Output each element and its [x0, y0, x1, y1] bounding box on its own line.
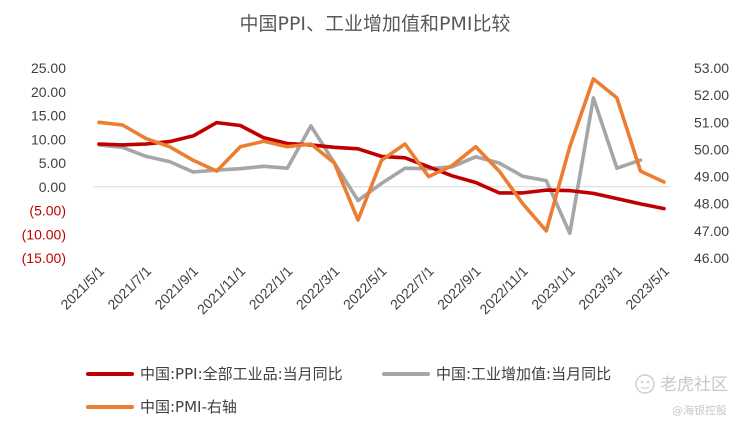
chart-title: 中国PPI、工业增加值和PMI比较 [240, 13, 511, 35]
x-tick-label: 2022/3/1 [293, 263, 343, 313]
y-right-tick-label: 49.00 [694, 169, 729, 185]
y-left-tick-label: (10.00) [22, 226, 66, 242]
tiger-logo-icon [635, 374, 655, 394]
y-right-tick-label: 47.00 [694, 223, 729, 239]
series-lines [97, 77, 666, 236]
x-tick-label: 2023/1/1 [528, 263, 578, 313]
watermark: 老虎社区 @海银控股 [635, 374, 728, 417]
y-right-tick-label: 46.00 [694, 250, 729, 266]
y-right-axis: 53.00 52.00 51.00 50.00 49.00 48.00 47.00 46.00 [694, 60, 729, 266]
legend-label: 中国:工业增加值:当月同比 [436, 365, 611, 383]
x-tick-label: 2021/7/1 [104, 263, 154, 313]
watermark-author: @海银控股 [672, 403, 727, 417]
y-left-tick-label: 20.00 [31, 84, 66, 100]
y-right-tick-label: 53.00 [694, 60, 729, 76]
y-left-tick-label: 15.00 [31, 108, 66, 124]
x-tick-label: 2023/5/1 [622, 263, 672, 313]
x-tick-label: 2023/3/1 [575, 263, 625, 313]
series-line-2 [97, 96, 643, 236]
x-tick-label: 2022/11/1 [476, 263, 531, 318]
y-left-tick-label: 25.00 [31, 60, 66, 76]
y-right-tick-label: 51.00 [694, 114, 729, 130]
y-left-tick-label: (15.00) [22, 250, 66, 266]
legend-label: 中国:PPI:全部工业品:当月同比 [140, 365, 343, 383]
watermark-brand: 老虎社区 [660, 375, 728, 395]
x-tick-label: 2021/5/1 [57, 263, 107, 313]
x-tick-label: 2022/7/1 [387, 263, 437, 313]
y-left-tick-label: 5.00 [39, 155, 66, 171]
legend-label: 中国:PMI-右轴 [140, 398, 237, 416]
y-left-tick-label: 10.00 [31, 131, 66, 147]
y-right-tick-label: 50.00 [694, 141, 729, 157]
y-left-tick-label: 0.00 [39, 179, 66, 195]
y-right-tick-label: 52.00 [694, 87, 729, 103]
x-axis: 2021/5/12021/7/12021/9/12021/11/12022/1/… [57, 263, 672, 318]
x-tick-label: 2022/1/1 [246, 263, 296, 313]
series-line-1 [97, 120, 666, 211]
series-line-3 [97, 77, 666, 233]
x-tick-label: 2022/5/1 [340, 263, 390, 313]
y-left-axis: 25.00 20.00 15.00 10.00 5.00 0.00 (5.00) (10.00… [22, 60, 67, 266]
x-tick-label: 2021/11/1 [194, 263, 249, 318]
y-right-tick-label: 48.00 [694, 196, 729, 212]
y-left-tick-label: (5.00) [29, 203, 66, 219]
